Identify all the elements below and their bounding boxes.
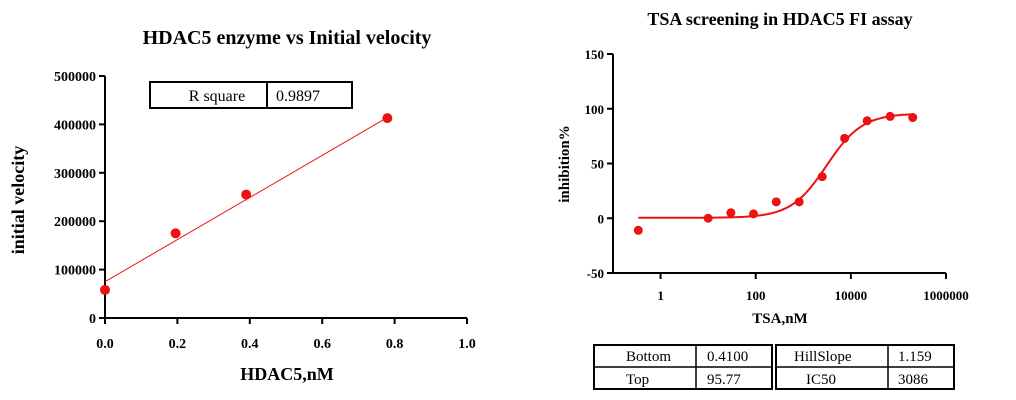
top-label: Top [626, 372, 649, 388]
chart2-x-ticks: 1 100 10000 1000000 [657, 273, 969, 303]
chart1-y-tick-label: 100000 [54, 264, 96, 279]
chart2-data-point [840, 133, 850, 143]
chart1-x-tick-label: 0.8 [386, 337, 404, 352]
chart1-y-tick-label: 0 [89, 312, 96, 327]
chart1-data-point [241, 189, 252, 200]
chart1-y-tick-label: 300000 [54, 167, 96, 182]
chart2-data-point [862, 116, 872, 126]
chart1-x-tick-label: 0.0 [96, 337, 114, 352]
chart2-y-tick-label: 150 [585, 47, 605, 62]
chart1-x-axis-label: HDAC5,nM [240, 364, 334, 384]
chart2-y-tick-label: 0 [598, 211, 605, 226]
r-square-box-border [149, 81, 353, 109]
chart2-data-point [633, 225, 643, 235]
chart1-x-tick-label: 0.2 [169, 337, 187, 352]
chart1-x-tick-label: 0.6 [313, 337, 331, 352]
chart2-data-point [726, 208, 736, 218]
chart2-data-point [908, 113, 918, 123]
r-square-value: 0.9897 [276, 88, 320, 105]
chart2-data-point [817, 172, 827, 182]
r-square-box: R square 0.9897 [149, 81, 353, 109]
fit-parameters-table-right: HillSlope 1.159 IC50 3086 [775, 344, 955, 390]
chart2-y-tick-label: 100 [585, 102, 605, 117]
r-square-label: R square [189, 88, 245, 105]
chart2-y-ticks: -50 0 50 100 150 [585, 47, 613, 281]
chart1-points [100, 113, 393, 295]
hillslope-label: HillSlope [794, 349, 852, 365]
chart1-y-tick-label: 500000 [54, 70, 96, 85]
chart1-data-point [382, 113, 393, 124]
chart1-y-tick-label: 200000 [54, 215, 96, 230]
chart1-x-tick-label: 1.0 [458, 337, 476, 352]
chart2-y-axis-label: inhibition% [557, 125, 573, 203]
linear-fit-chart: HDAC5 enzyme vs Initial velocity HDAC5,n… [8, 27, 476, 384]
chart2-x-tick-label: 1000000 [923, 288, 969, 303]
chart1-x-tick-label: 0.4 [241, 337, 259, 352]
chart1-y-axis-label: initial velocity [8, 146, 28, 254]
chart1-x-ticks: 0.0 0.2 0.4 0.6 0.8 1.0 [96, 318, 476, 352]
chart2-x-tick-label: 1 [657, 288, 664, 303]
chart1-y-tick-label: 400000 [54, 118, 96, 133]
chart2-points [633, 111, 918, 235]
chart1-title: HDAC5 enzyme vs Initial velocity [143, 27, 432, 49]
ic50-value: 3086 [898, 372, 929, 388]
fit-parameters-table-left: Bottom 0.4100 Top 95.77 [593, 344, 773, 390]
chart2-data-point [703, 213, 713, 223]
chart1-fit-line [104, 117, 388, 283]
chart1-data-point [100, 284, 110, 295]
top-value: 95.77 [707, 372, 741, 388]
chart2-y-tick-label: -50 [587, 266, 604, 281]
chart2-y-tick-label: 50 [591, 157, 604, 172]
chart1-data-point [170, 228, 181, 239]
chart1-y-ticks: 0 100000 200000 300000 400000 500000 [54, 70, 105, 327]
bottom-label: Bottom [626, 349, 671, 365]
chart2-data-point [749, 209, 759, 219]
ic50-label: IC50 [806, 372, 836, 388]
chart1-fit-line-group [104, 117, 388, 283]
chart2-data-point [771, 197, 781, 207]
chart2-data-point [794, 197, 804, 207]
bottom-value: 0.4100 [707, 349, 748, 365]
hillslope-value: 1.159 [898, 349, 932, 365]
chart2-x-axis-label: TSA,nM [752, 311, 807, 327]
dose-response-chart: TSA screening in HDAC5 FI assay TSA,nM i… [557, 9, 969, 390]
chart2-data-point [885, 111, 895, 121]
chart2-title: TSA screening in HDAC5 FI assay [647, 9, 912, 29]
chart2-x-tick-label: 100 [746, 288, 766, 303]
chart2-x-tick-label: 10000 [835, 288, 868, 303]
